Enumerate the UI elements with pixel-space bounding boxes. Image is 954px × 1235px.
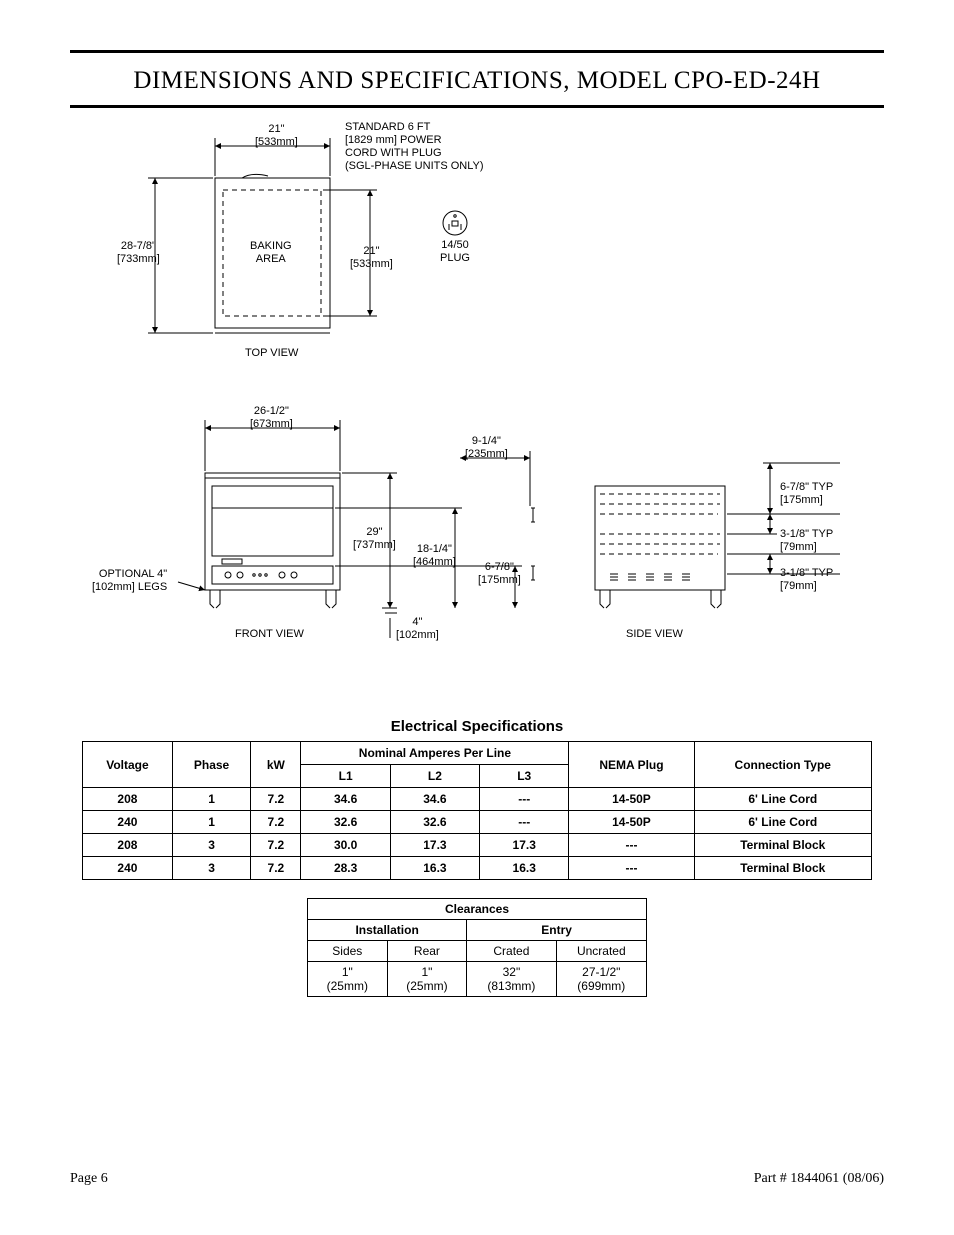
dim-4: 4" [102mm] [396, 616, 439, 642]
dim-21-side: 21" [533mm] [350, 245, 393, 271]
dim-6-7-8-typ: 6-7/8" TYP [175mm] [780, 481, 833, 507]
opt-legs: OPTIONAL 4" [102mm] LEGS [92, 568, 167, 594]
plug-label: 14/50 PLUG [440, 239, 470, 265]
clear-uncrated: Uncrated [556, 941, 646, 962]
col-conn: Connection Type [694, 742, 871, 788]
clear-val-crated: 32" (813mm) [467, 962, 556, 997]
dim-29: 29" [737mm] [353, 526, 396, 552]
page-title: DIMENSIONS AND SPECIFICATIONS, MODEL CPO… [70, 67, 884, 95]
clear-entry: Entry [467, 920, 647, 941]
cord-note: STANDARD 6 FT [1829 mm] POWER CORD WITH … [345, 121, 484, 173]
elec-table: Voltage Phase kW Nominal Amperes Per Lin… [82, 741, 872, 880]
table-row: 20817.234.634.6---14-50P6' Line Cord [83, 788, 872, 811]
col-phase: Phase [172, 742, 250, 788]
diagrams-region: STANDARD 6 FT [1829 mm] POWER CORD WITH … [70, 108, 884, 688]
front-view-label: FRONT VIEW [235, 628, 304, 641]
col-kw: kW [251, 742, 301, 788]
col-l1: L1 [301, 765, 390, 788]
dim-3-1-8-b: 3-1/8" TYP [79mm] [780, 567, 833, 593]
clear-crated: Crated [467, 941, 556, 962]
footer-left: Page 6 [70, 1171, 108, 1187]
clear-title: Clearances [308, 899, 647, 920]
col-l2: L2 [390, 765, 479, 788]
clear-rear: Rear [387, 941, 467, 962]
top-view-label: TOP VIEW [245, 347, 298, 360]
clear-sides: Sides [308, 941, 388, 962]
clear-inst: Installation [308, 920, 467, 941]
elec-title: Electrical Specifications [70, 718, 884, 735]
col-nema: NEMA Plug [569, 742, 694, 788]
table-row: 20837.230.017.317.3---Terminal Block [83, 834, 872, 857]
dim-28-7-8: 28-7/8" [733mm] [117, 240, 160, 266]
footer-right: Part # 1844061 (08/06) [754, 1171, 884, 1187]
diagram-svg [70, 108, 884, 688]
table-row: 24017.232.632.6---14-50P6' Line Cord [83, 811, 872, 834]
baking-area: BAKING AREA [250, 240, 292, 266]
dim-18-1-4: 18-1/4" [464mm] [413, 543, 456, 569]
footer: Page 6 Part # 1844061 (08/06) [70, 1171, 884, 1187]
clear-val-sides: 1" (25mm) [308, 962, 388, 997]
elec-header-row-1: Voltage Phase kW Nominal Amperes Per Lin… [83, 742, 872, 765]
col-l3: L3 [480, 765, 569, 788]
dim-9-1-4: 9-1/4" [235mm] [465, 435, 508, 461]
rule-top [70, 50, 884, 53]
dim-3-1-8-a: 3-1/8" TYP [79mm] [780, 528, 833, 554]
clear-val-rear: 1" (25mm) [387, 962, 467, 997]
clear-val-uncrated: 27-1/2" (699mm) [556, 962, 646, 997]
dim-6-7-8: 6-7/8" [175mm] [478, 561, 521, 587]
col-voltage: Voltage [83, 742, 173, 788]
dim-21-top: 21" [533mm] [255, 123, 298, 149]
side-view-label: SIDE VIEW [626, 628, 683, 641]
clear-table: Clearances Installation Entry Sides Rear… [307, 898, 647, 997]
table-row: 24037.228.316.316.3---Terminal Block [83, 857, 872, 880]
col-amps: Nominal Amperes Per Line [301, 742, 569, 765]
dim-26-1-2: 26-1/2" [673mm] [250, 405, 293, 431]
